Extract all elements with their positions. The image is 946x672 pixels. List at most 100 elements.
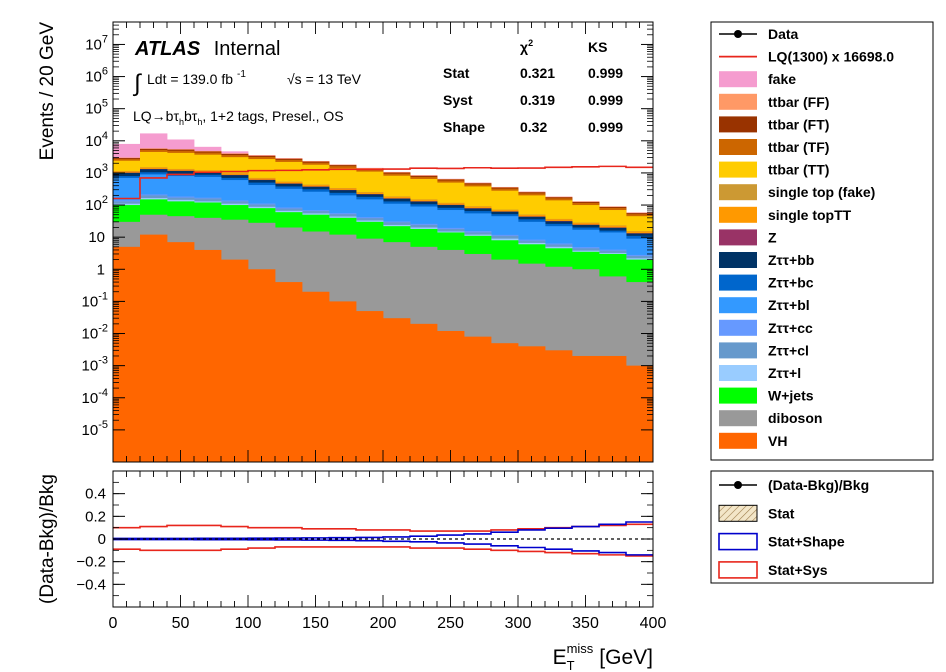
legend-swatch (719, 139, 757, 155)
stack-bar (248, 269, 276, 462)
ratio-y-tick-label: 0 (98, 531, 106, 548)
legend-swatch (719, 342, 757, 359)
stats-chi2-header: χ2 (520, 38, 533, 55)
legend-label: single top (fake) (768, 184, 875, 200)
stat-shape-band-up (113, 521, 653, 540)
legend-swatch (719, 297, 757, 314)
signal-line (113, 165, 653, 200)
stack-vh (113, 234, 653, 462)
legend-swatch (719, 252, 757, 268)
legend-entry: W+jets (719, 387, 814, 404)
legend-entry: Zττ+l (719, 365, 801, 381)
y-tick-label: 10-4 (82, 387, 108, 407)
legend-label: fake (768, 71, 796, 87)
y-tick-label: 10-1 (82, 290, 108, 310)
legend-swatch (718, 561, 758, 579)
legend-entry: Stat+Shape (718, 532, 845, 551)
stats-row: Shape 0.32 0.999 (443, 119, 623, 135)
y-tick-label: 103 (85, 162, 108, 182)
stats-row: Stat 0.321 0.999 (443, 65, 623, 81)
legend-label: Zττ+l (768, 365, 801, 381)
legend-entry: ttbar (FT) (719, 116, 829, 133)
legend-entry: ttbar (TT) (719, 161, 829, 178)
x-tick-label: 250 (437, 615, 464, 632)
legend-entry: (Data-Bkg)/Bkg (719, 477, 869, 493)
y-tick-label: 102 (85, 194, 108, 214)
y-tick-label: 10 (88, 229, 105, 246)
legend-entry: LQ(1300) x 16698.0 (719, 49, 894, 65)
stat-shape-band-down (113, 538, 653, 556)
stack-bar (545, 350, 573, 462)
x-tick-label: 50 (172, 615, 190, 632)
y-tick-label: 105 (85, 98, 108, 118)
legend-swatch (719, 432, 757, 449)
legend-label: Zττ+cc (768, 320, 813, 336)
legend-label: ttbar (FF) (768, 94, 829, 110)
ratio-y-tick-label: 0.4 (85, 486, 106, 503)
y-tick-label: 10-5 (82, 419, 108, 439)
legend-entry: ttbar (TF) (719, 139, 829, 155)
ratio-bands (113, 521, 653, 557)
x-tick-label: 200 (370, 615, 397, 632)
legend-label: ttbar (FT) (768, 116, 829, 132)
data-marker-icon (734, 481, 742, 489)
stats-row-ks: 0.999 (588, 119, 623, 135)
stat-sys-band-down (113, 546, 653, 557)
x-tick-label: 350 (572, 615, 599, 632)
legend-label: VH (768, 433, 787, 449)
integral-symbol: ∫ (132, 70, 142, 97)
legend-swatch (719, 71, 757, 88)
legend-swatch (718, 504, 758, 522)
stack-bar (464, 336, 492, 462)
x-tick-label: 400 (640, 615, 667, 632)
stats-row-ks: 0.999 (588, 65, 623, 81)
stack-bar (194, 249, 222, 462)
legend-entry: fake (719, 71, 796, 88)
stack-bar (221, 259, 249, 462)
stack-bar (626, 365, 653, 462)
main-y-axis-ticks: 10-5 10-4 10-3 10-2 10-1 1 10 102 103 104 105 106 10… (82, 24, 653, 439)
ratio-y-axis-label: (Data-Bkg)/Bkg (37, 474, 58, 604)
stack-bar (167, 242, 195, 462)
legend-entry: Zττ+bc (719, 274, 814, 291)
y-tick-label: 107 (85, 33, 108, 53)
legend-entry: Z (719, 229, 777, 246)
legend-label: Zττ+bc (768, 275, 814, 291)
stats-row-chi2: 0.319 (520, 92, 555, 108)
legend-entry: Zττ+bl (719, 297, 810, 314)
stack-bar (518, 346, 546, 462)
stack-bar (572, 355, 600, 462)
legend-label: diboson (768, 410, 822, 426)
ratio-y-tick-label: 0.2 (85, 508, 106, 525)
stack-bar (113, 246, 141, 462)
stack-bar (491, 343, 519, 462)
legend-label: Stat+Sys (768, 562, 828, 578)
atlas-label-group: ATLAS Internal (134, 38, 280, 60)
y-axis-label: Events / 20 GeV (37, 22, 58, 161)
legend-label: single topTT (768, 207, 852, 223)
main-legend: Data LQ(1300) x 16698.0 fake ttbar (FF) ttba… (710, 21, 934, 461)
legend-swatch (719, 387, 757, 404)
legend-label: Data (768, 26, 799, 42)
stats-row: Syst 0.319 0.999 (443, 92, 623, 108)
stack-bar (383, 318, 411, 462)
legend-entry: single topTT (719, 206, 852, 223)
y-tick-label: 10-3 (82, 355, 108, 375)
legend-entry: Zττ+cl (719, 342, 809, 359)
legend-swatch (719, 184, 757, 201)
legend-entry: diboson (719, 410, 822, 427)
x-tick-label: 150 (302, 615, 329, 632)
legend-label: Zττ+bb (768, 252, 814, 268)
stats-row-name: Shape (443, 119, 485, 135)
ratio-legend: (Data-Bkg)/Bkg Stat Stat+Shape Stat+Sys (710, 470, 934, 584)
y-tick-label: 106 (85, 66, 108, 86)
legend-label: LQ(1300) x 16698.0 (768, 49, 894, 65)
stats-row-chi2: 0.321 (520, 65, 555, 81)
stack-bar (599, 355, 627, 462)
legend-entry: Stat (718, 504, 795, 522)
stack-bar (410, 323, 438, 462)
stats-row-chi2: 0.32 (520, 119, 547, 135)
legend-label: Zττ+bl (768, 297, 810, 313)
stacked-histogram (113, 133, 653, 462)
luminosity-label: Ldt = 139.0 fb -1 (147, 69, 246, 87)
